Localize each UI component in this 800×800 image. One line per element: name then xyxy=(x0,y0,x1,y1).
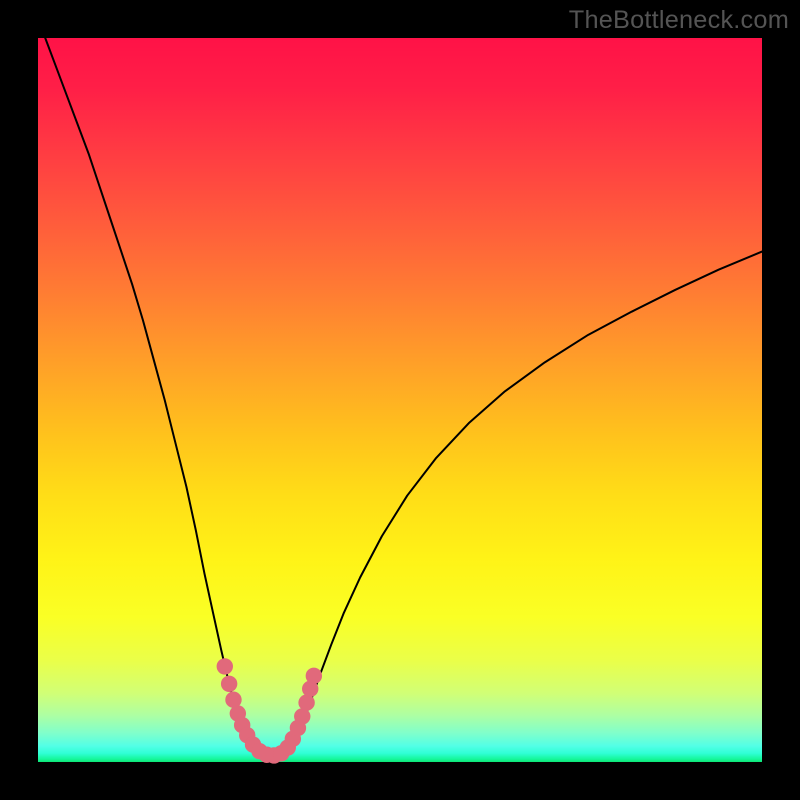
watermark-text: TheBottleneck.com xyxy=(569,6,789,35)
plot-area xyxy=(38,38,762,762)
highlight-marker xyxy=(298,694,314,710)
highlight-marker xyxy=(221,676,237,692)
highlight-marker xyxy=(306,668,322,684)
highlight-marker xyxy=(217,658,233,674)
plot-svg xyxy=(0,0,800,800)
chart-frame: TheBottleneck.com xyxy=(0,0,800,800)
